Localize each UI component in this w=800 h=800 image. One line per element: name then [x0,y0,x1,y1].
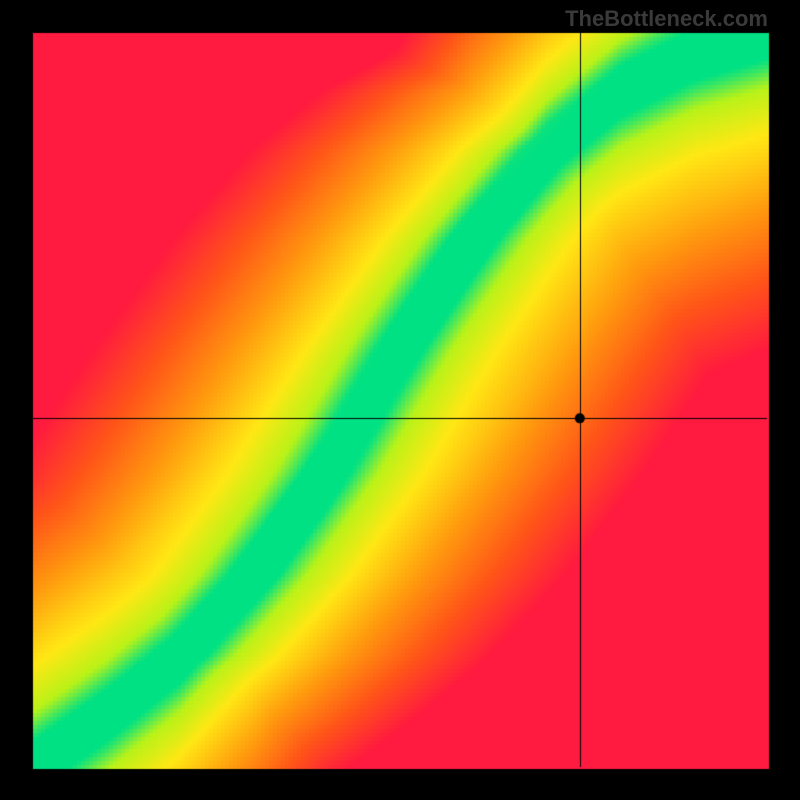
bottleneck-heatmap [0,0,800,800]
chart-container: TheBottleneck.com [0,0,800,800]
watermark-label: TheBottleneck.com [565,6,768,32]
